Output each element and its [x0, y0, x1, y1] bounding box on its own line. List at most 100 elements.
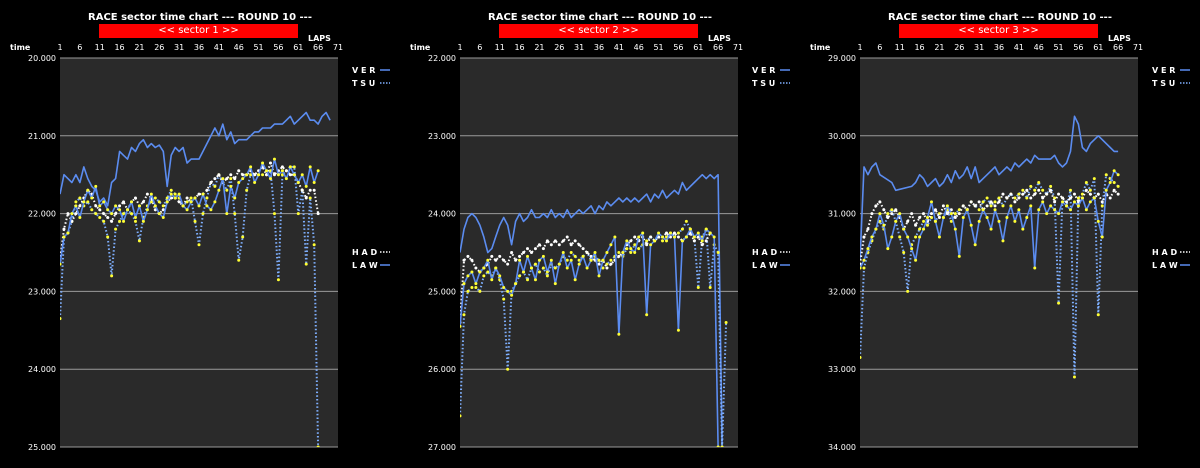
data-point-had — [1005, 196, 1009, 200]
data-point-had — [514, 258, 518, 262]
data-point-had — [886, 215, 890, 219]
data-point-law — [201, 192, 205, 196]
data-point-tsu — [716, 251, 720, 254]
x-tick-label: 61 — [1093, 43, 1103, 52]
data-point-law — [700, 239, 704, 243]
data-point-had — [74, 212, 78, 216]
chart-title: RACE sector time chart --- ROUND 10 --- — [488, 12, 712, 23]
data-point-law — [672, 235, 676, 239]
x-tick-label: 11 — [895, 43, 905, 52]
data-point-law — [518, 258, 522, 262]
data-point-law — [977, 219, 981, 223]
data-point-law — [229, 184, 233, 188]
data-point-had — [1116, 192, 1120, 196]
y-tick-label: 25.000 — [28, 443, 56, 452]
data-point-law — [1104, 188, 1108, 192]
data-point-had — [462, 258, 466, 262]
data-point-tsu — [189, 196, 193, 200]
data-point-had — [312, 188, 316, 192]
data-point-had — [253, 173, 257, 177]
data-point-tsu — [1049, 184, 1053, 188]
data-point-law — [680, 239, 684, 243]
data-point-law — [312, 180, 316, 184]
data-point-tsu — [482, 274, 486, 278]
data-point-law — [573, 278, 577, 282]
data-point-had — [997, 200, 1001, 204]
data-point-law — [866, 247, 870, 251]
data-point-law — [581, 254, 585, 258]
data-point-tsu — [74, 200, 78, 204]
data-point-had — [910, 212, 914, 216]
data-point-law — [114, 204, 118, 208]
data-point-law — [922, 227, 926, 231]
series-line-ver — [860, 115, 1119, 261]
data-point-tsu — [1001, 204, 1005, 208]
data-point-law — [549, 258, 553, 262]
x-tick-label: 41 — [1014, 43, 1024, 52]
data-point-law — [688, 227, 692, 231]
data-point-tsu — [1100, 204, 1104, 208]
data-point-law — [597, 274, 601, 278]
data-point-had — [969, 200, 973, 204]
sector-label: << sector 3 >> — [899, 24, 1098, 38]
data-point-had — [1084, 188, 1088, 192]
y-tick-label: 25.000 — [428, 287, 456, 296]
data-point-law — [217, 188, 221, 192]
data-point-tsu — [78, 196, 82, 200]
data-point-had — [973, 204, 977, 208]
data-point-law — [545, 270, 549, 274]
data-point-law — [1033, 266, 1037, 270]
data-point-tsu — [617, 251, 621, 254]
data-point-law — [668, 231, 672, 235]
data-point-had — [1096, 192, 1100, 196]
data-point-law — [1017, 208, 1021, 212]
data-point-had — [890, 212, 894, 216]
data-point-tsu — [977, 208, 981, 212]
data-point-had — [609, 262, 613, 266]
data-point-had — [922, 212, 926, 216]
data-point-tsu — [312, 243, 316, 247]
data-point-law — [1084, 208, 1088, 212]
data-point-law — [137, 204, 141, 208]
data-point-law — [561, 251, 565, 254]
data-point-had — [470, 258, 474, 262]
data-point-tsu — [1013, 196, 1017, 200]
data-point-tsu — [1092, 177, 1096, 181]
data-point-had — [118, 204, 122, 208]
data-point-had — [1017, 196, 1021, 200]
data-point-tsu — [245, 188, 249, 192]
data-point-had — [541, 247, 545, 251]
data-point-law — [261, 161, 265, 165]
data-point-had — [1068, 196, 1072, 200]
data-point-tsu — [129, 212, 133, 216]
data-point-had — [466, 254, 470, 258]
data-point-had — [280, 165, 284, 169]
y-axis-label: time — [10, 43, 31, 52]
y-tick-label: 21.000 — [28, 132, 56, 141]
y-tick-label: 23.000 — [428, 132, 456, 141]
data-point-law — [482, 266, 486, 270]
data-point-law — [565, 266, 569, 270]
data-point-had — [676, 235, 680, 239]
series-group — [60, 111, 331, 447]
data-point-law — [245, 173, 249, 177]
data-point-tsu — [541, 266, 545, 270]
data-point-law — [161, 215, 165, 219]
x-tick-label: 51 — [253, 43, 263, 52]
data-point-had — [300, 188, 304, 192]
data-point-had — [229, 173, 233, 177]
data-point-had — [1041, 196, 1045, 200]
data-point-had — [225, 177, 229, 181]
x-axis-label: LAPS — [1108, 34, 1131, 43]
data-point-tsu — [1041, 188, 1045, 192]
data-point-law — [1005, 215, 1009, 219]
data-point-law — [1096, 219, 1100, 223]
data-point-law — [918, 235, 922, 239]
data-point-law — [665, 239, 669, 243]
x-tick-label: 71 — [333, 43, 343, 52]
data-point-law — [613, 235, 617, 239]
data-point-tsu — [86, 200, 90, 204]
data-point-tsu — [241, 235, 245, 239]
data-point-tsu — [997, 196, 1001, 200]
